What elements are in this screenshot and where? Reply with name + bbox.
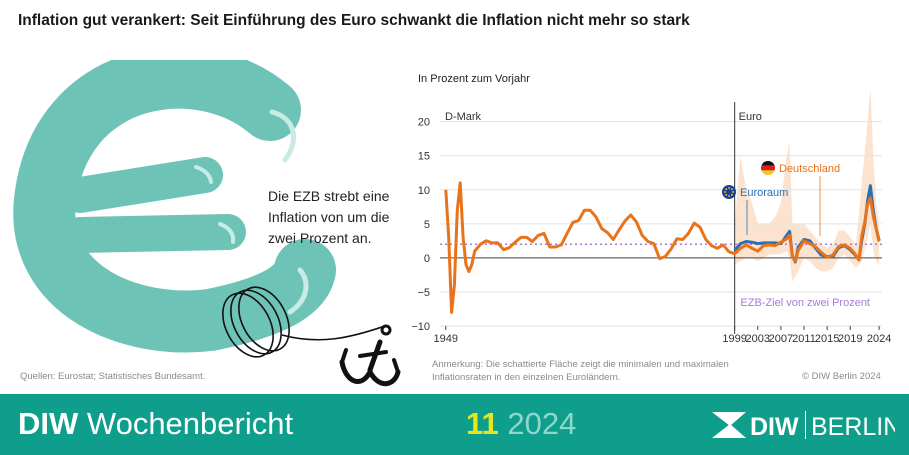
sources-text: Quellen: Eurostat; Statistisches Bundesa… [20,371,206,382]
euro-sign-graphic [13,60,336,353]
anchor-icon [339,324,401,387]
ezb-target-text: Die EZB strebt eine Inflation von um die… [268,188,390,246]
y-tick-label: −5 [417,287,430,299]
y-tick-label: 20 [418,117,430,129]
x-tick-label: 2007 [769,333,793,345]
period-label-dmark: D-Mark [445,111,482,123]
y-tick-label: −10 [411,321,430,333]
brand-name: Wochenbericht [78,406,294,441]
target-label: EZB-Ziel von zwei Prozent [740,297,870,309]
x-tick-label: 1999 [722,333,746,345]
issue-year: 2024 [507,406,577,441]
euro-anchor-illustration [13,60,401,387]
legend-euroraum: Euroraum [740,187,788,199]
x-tick-label: 2019 [838,333,862,345]
x-tick-label: 2015 [815,333,839,345]
y-tick-label: 10 [418,185,430,197]
logo-diw-text: DIW [750,413,799,441]
publication-brand: DIW Wochenbericht [18,406,293,442]
chart-annotation: Anmerkung: Die schattierte Fläche zeigt … [432,359,729,383]
y-tick-label: 15 [418,151,430,163]
y-tick-label: 5 [424,219,430,231]
y-tick-label: 0 [424,253,430,265]
minmax-band [734,87,880,282]
diw-berlin-logo: DIW BERLIN [712,411,895,441]
unit-label: In Prozent zum Vorjahr [418,73,530,85]
x-tick-label: 2024 [867,333,891,345]
x-tick-label: 1949 [434,333,458,345]
logo-berlin-text: BERLIN [811,413,895,441]
eu-flag-icon [722,185,736,199]
period-label-euro: Euro [739,111,762,123]
copyright-text: © DIW Berlin 2024 [802,371,881,382]
diw-swoosh-icon [712,412,746,438]
x-tick-label: 2003 [746,333,770,345]
brand-diw: DIW [18,406,79,441]
issue-label: 11 2024 [466,406,576,442]
series-line-deutschland [444,181,881,314]
germany-flag-icon [761,161,775,175]
issue-number: 11 [466,406,499,441]
legend-deutschland: Deutschland [779,163,840,175]
x-tick-label: 2011 [792,333,816,345]
page-title: Inflation gut verankert: Seit Einführung… [18,12,690,29]
rope-graphic [222,286,386,358]
footer-bar: DIW Wochenbericht 11 2024 DIW BERLIN [0,394,909,455]
